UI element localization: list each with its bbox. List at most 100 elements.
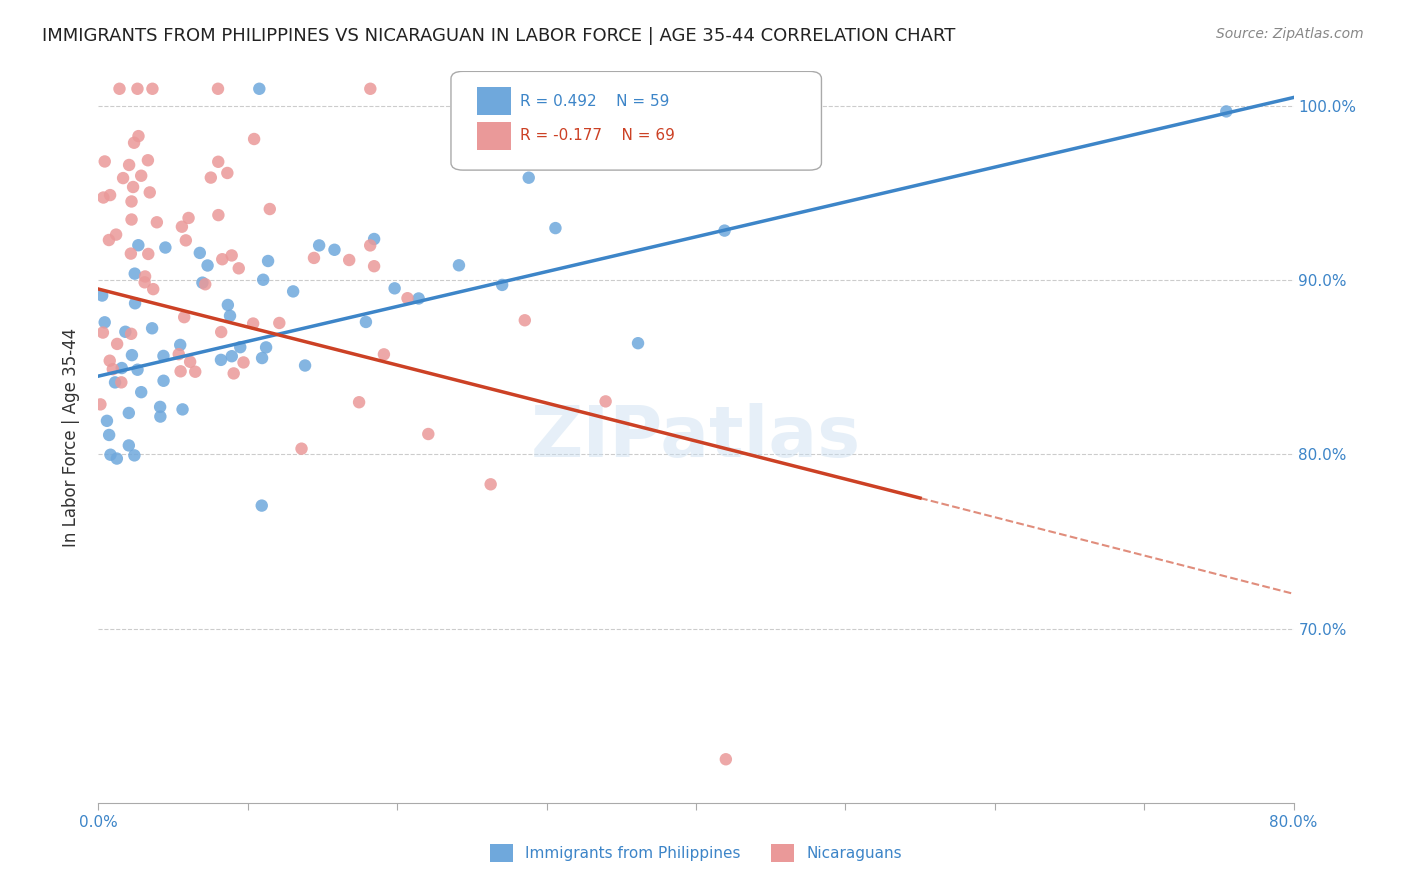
Point [127, 363, 149, 377]
Point [200, 170, 222, 185]
Point [121, 348, 143, 362]
Y-axis label: In Labor Force | Age 35-44: In Labor Force | Age 35-44 [62, 327, 80, 547]
Point [290, 442, 312, 456]
Point [121, 212, 143, 227]
Point [513, 313, 536, 327]
Point [89, 397, 111, 411]
FancyBboxPatch shape [451, 71, 821, 170]
Point [134, 269, 156, 284]
Point [194, 277, 217, 292]
Point [149, 409, 172, 424]
Point [129, 385, 152, 400]
Point [184, 365, 207, 379]
Point [408, 292, 430, 306]
Point [294, 359, 316, 373]
Point [127, 82, 149, 96]
Point [121, 194, 143, 209]
Point [91, 288, 114, 302]
Point [114, 325, 136, 339]
Text: R = 0.492    N = 59: R = 0.492 N = 59 [520, 94, 669, 109]
Point [124, 449, 146, 463]
Point [91, 326, 114, 340]
Point [713, 224, 735, 238]
Point [152, 374, 174, 388]
Point [281, 285, 304, 299]
Point [337, 252, 360, 267]
Point [308, 238, 330, 252]
Point [692, 148, 714, 162]
Bar [477, 87, 510, 115]
Point [122, 136, 145, 150]
Point [100, 448, 122, 462]
Point [134, 276, 156, 290]
Point [141, 82, 163, 96]
Point [98, 188, 121, 202]
Point [105, 227, 128, 242]
Point [191, 276, 214, 290]
Point [252, 273, 274, 287]
Point [232, 355, 254, 369]
Point [177, 211, 200, 225]
Bar [477, 122, 510, 150]
Point [93, 315, 115, 329]
Point [197, 259, 219, 273]
Point [112, 171, 135, 186]
Point [173, 310, 195, 325]
Point [447, 258, 470, 272]
Text: R = -0.177    N = 69: R = -0.177 N = 69 [520, 128, 675, 144]
Point [108, 82, 131, 96]
Point [221, 349, 243, 363]
Point [152, 349, 174, 363]
Point [243, 132, 266, 146]
Point [250, 499, 273, 513]
Point [714, 752, 737, 766]
Point [219, 309, 242, 323]
Point [93, 154, 115, 169]
Point [620, 154, 643, 169]
Legend: Immigrants from Philippines, Nicaraguans: Immigrants from Philippines, Nicaraguans [484, 838, 908, 868]
Point [1215, 104, 1237, 119]
Point [142, 282, 165, 296]
Point [359, 238, 381, 252]
Point [146, 215, 169, 229]
Point [247, 82, 270, 96]
Text: IMMIGRANTS FROM PHILIPPINES VS NICARAGUAN IN LABOR FORCE | AGE 35-44 CORRELATION: IMMIGRANTS FROM PHILIPPINES VS NICARAGUA… [42, 27, 956, 45]
Point [127, 129, 149, 144]
Point [242, 317, 264, 331]
Point [363, 259, 385, 273]
Point [141, 321, 163, 335]
Point [222, 367, 245, 381]
Point [591, 145, 613, 160]
Text: Source: ZipAtlas.com: Source: ZipAtlas.com [1216, 27, 1364, 41]
Point [118, 406, 141, 420]
Point [118, 158, 141, 172]
Point [104, 376, 127, 390]
Point [347, 395, 370, 409]
Point [174, 233, 197, 247]
Point [127, 238, 149, 252]
Point [209, 325, 232, 339]
Text: ZIPatlas: ZIPatlas [531, 402, 860, 472]
Point [139, 186, 162, 200]
Point [167, 347, 190, 361]
Point [384, 281, 406, 295]
Point [122, 180, 145, 194]
Point [217, 298, 239, 312]
Point [96, 414, 118, 428]
Point [595, 394, 617, 409]
Point [124, 296, 146, 310]
Point [105, 451, 128, 466]
Point [491, 277, 513, 292]
Point [98, 353, 121, 368]
Point [149, 400, 172, 414]
Point [373, 347, 395, 361]
Point [169, 338, 191, 352]
Point [207, 154, 229, 169]
Point [211, 252, 233, 267]
Point [323, 243, 346, 257]
Point [716, 153, 738, 167]
Point [228, 261, 250, 276]
Point [93, 190, 115, 204]
Point [269, 316, 291, 330]
Point [120, 246, 142, 260]
